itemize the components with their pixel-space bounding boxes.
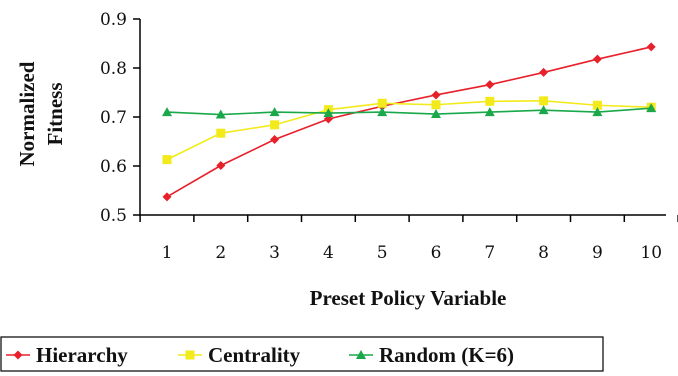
- legend-item-random-k-6: Random (K=6): [349, 343, 514, 367]
- data-point-centrality: [485, 96, 495, 106]
- x-tick-label: 7: [484, 243, 495, 263]
- x-ticks: 1 2 3 4 5 6 7 8 9 10: [139, 215, 678, 263]
- data-point-random-k-6: [215, 109, 226, 119]
- data-point-centrality: [592, 100, 602, 110]
- legend-label-random-k-6: Random (K=6): [379, 343, 514, 367]
- y-tick-label: 0.6: [100, 157, 127, 177]
- y-axis-title-line-2: Fitness: [43, 83, 67, 146]
- x-tick-label: 2: [215, 243, 226, 263]
- data-point-centrality: [216, 128, 226, 138]
- legend-marker-hierarchy: [13, 350, 23, 360]
- x-tick-label: 10: [640, 243, 662, 263]
- data-point-centrality: [162, 155, 172, 165]
- data-point-centrality: [539, 96, 549, 106]
- data-point-random-k-6: [431, 109, 441, 119]
- series-hierarchy: [162, 42, 656, 202]
- data-point-random-k-6: [377, 107, 388, 117]
- y-axis-title: Normalized Fitness: [15, 61, 67, 166]
- y-tick-label: 0.7: [100, 108, 127, 128]
- legend-label-hierarchy: Hierarchy: [36, 343, 128, 367]
- data-point-hierarchy: [270, 135, 280, 145]
- legend-box: [0, 336, 604, 372]
- series-layer: [162, 42, 657, 202]
- series-line-centrality: [166, 100, 652, 161]
- data-point-hierarchy: [485, 80, 495, 90]
- data-point-hierarchy: [216, 161, 226, 171]
- data-point-hierarchy: [162, 192, 172, 202]
- data-point-random-k-6: [538, 105, 549, 115]
- x-tick-label: 1: [162, 243, 173, 263]
- series-centrality: [162, 96, 656, 165]
- data-point-random-k-6: [484, 107, 495, 117]
- y-tick-label: 0.8: [100, 59, 127, 79]
- data-point-random-k-6: [323, 108, 334, 118]
- x-tick-label: 6: [431, 243, 442, 263]
- data-point-random-k-6: [162, 107, 172, 117]
- legend-marker-random-k-6: [356, 350, 366, 359]
- data-point-random-k-6: [592, 107, 603, 117]
- data-point-random-k-6: [269, 107, 280, 117]
- axes: 0.5 0.6 0.7 0.8 0.9 1 2 3 4 5 6 7 8 9 10: [100, 10, 678, 263]
- legend-items: Hierarchy Centrality Random (K=6): [6, 343, 514, 367]
- x-tick-label: 4: [323, 243, 334, 263]
- legend-item-hierarchy: Hierarchy: [6, 343, 128, 367]
- legend: Hierarchy Centrality Random (K=6): [0, 336, 604, 372]
- y-tick-label: 0.5: [100, 206, 127, 226]
- x-axis-title: Preset Policy Variable: [310, 286, 507, 310]
- data-point-random-k-6: [646, 103, 657, 113]
- y-axis-title-line-1: Normalized: [15, 61, 39, 166]
- series-line-hierarchy: [166, 46, 652, 198]
- y-tick-label: 0.9: [100, 10, 127, 30]
- x-tick-label: 5: [377, 243, 388, 263]
- data-point-hierarchy: [431, 90, 441, 100]
- y-ticks: 0.5 0.6 0.7 0.8 0.9: [100, 10, 140, 226]
- data-point-hierarchy: [539, 67, 549, 77]
- series-random-k-6: [162, 103, 657, 119]
- data-point-hierarchy: [646, 42, 656, 52]
- x-tick-label: 8: [538, 243, 549, 263]
- data-point-centrality: [377, 98, 387, 108]
- x-tick-label: 9: [592, 243, 603, 263]
- series-line-random-k-6: [166, 107, 652, 116]
- legend-item-centrality: Centrality: [178, 343, 301, 367]
- legend-marker-centrality: [185, 350, 195, 360]
- x-tick-label: 3: [269, 243, 280, 263]
- data-point-hierarchy: [592, 54, 602, 64]
- data-point-centrality: [431, 100, 441, 110]
- legend-label-centrality: Centrality: [208, 343, 301, 367]
- data-point-centrality: [270, 120, 280, 130]
